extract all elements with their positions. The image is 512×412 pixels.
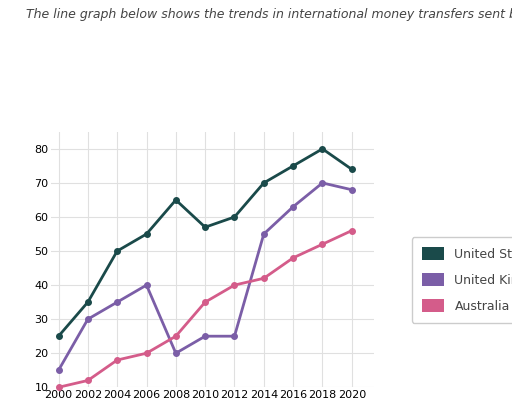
Legend: United States, United Kingdor, Australia: United States, United Kingdor, Australia — [412, 237, 512, 323]
Text: The line graph below shows the trends in international money transfers sent by i: The line graph below shows the trends in… — [26, 8, 512, 21]
